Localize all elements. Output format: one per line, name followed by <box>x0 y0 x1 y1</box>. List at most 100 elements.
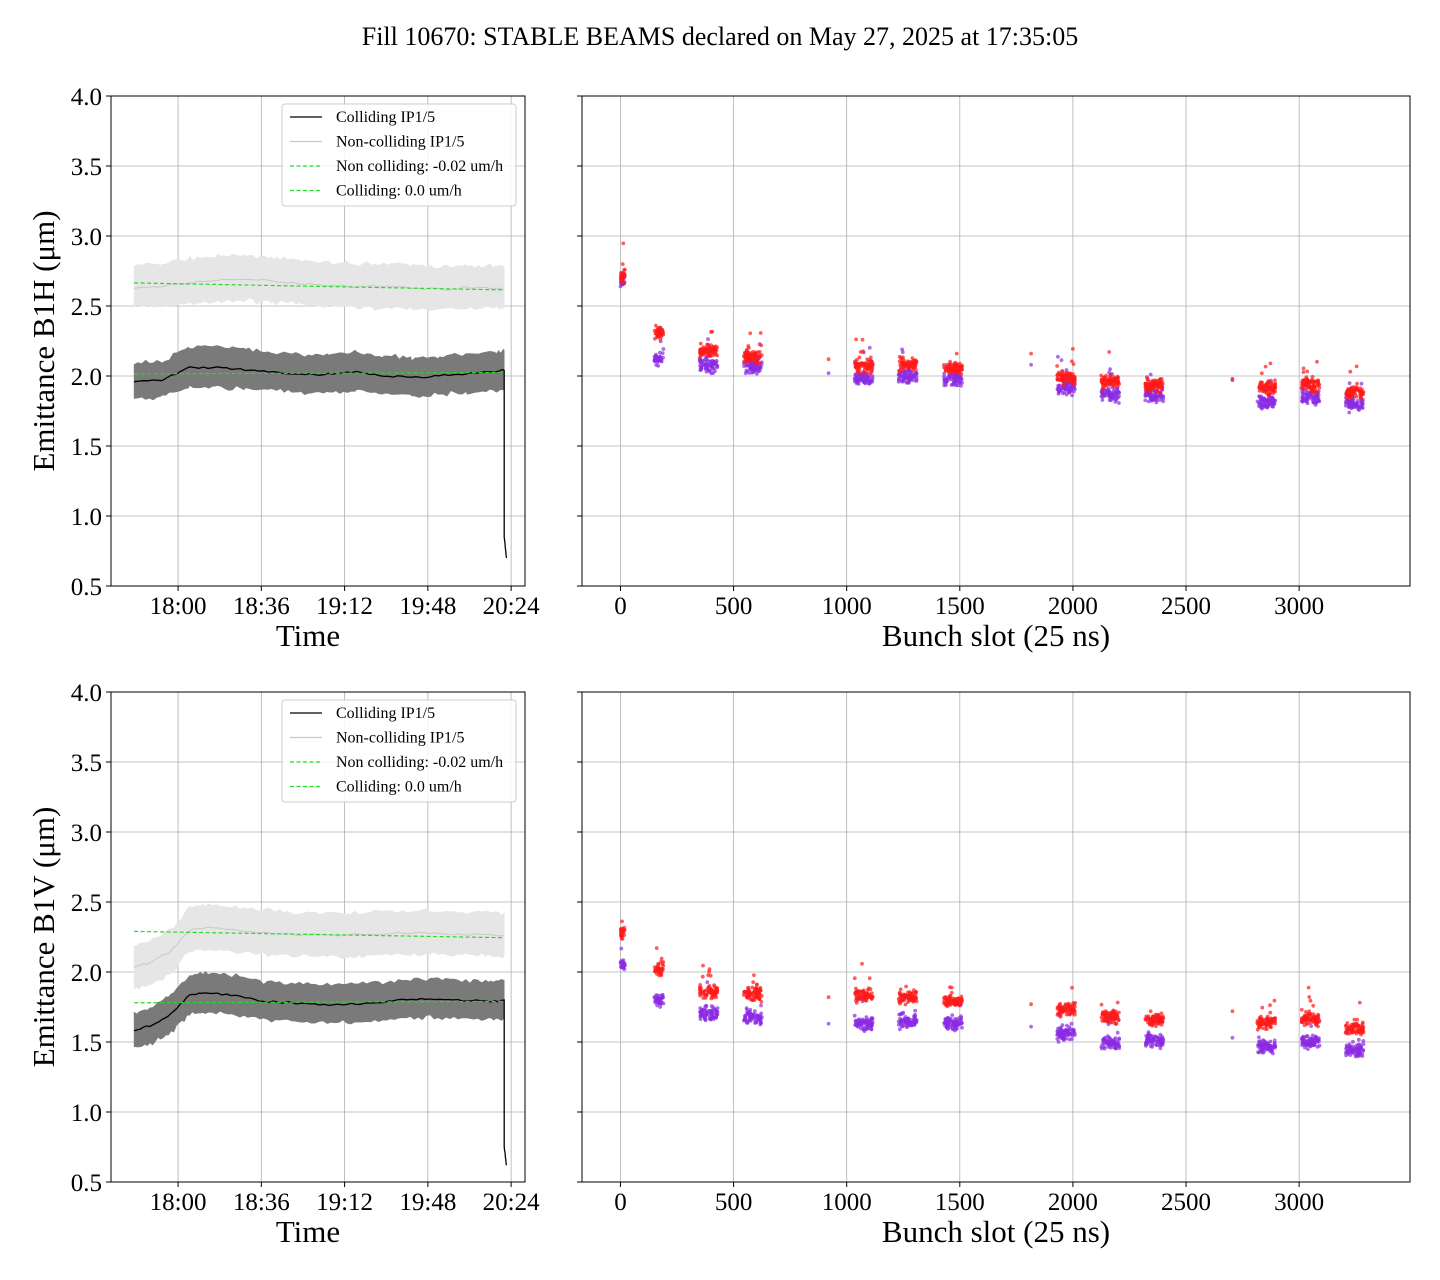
bunch-point-purple <box>1267 403 1272 407</box>
bunch-point-red <box>948 999 953 1004</box>
bunch-point-red <box>745 995 750 1000</box>
bunch-point-red <box>1308 998 1313 1003</box>
y-tick-label: 1.5 <box>71 1030 102 1057</box>
bunch-point-red <box>748 351 753 355</box>
bunch-point-red <box>1057 370 1061 375</box>
x-tick-label: 1000 <box>822 1189 872 1216</box>
bunch-point-red <box>870 360 875 364</box>
bunch-point-purple <box>705 980 710 985</box>
bunch-point-purple <box>1111 389 1116 394</box>
bunch-point-purple <box>1270 1048 1274 1053</box>
bunch-point-purple <box>654 354 658 359</box>
bunch-point-purple <box>1315 1045 1320 1049</box>
bunch-point-purple <box>870 374 875 378</box>
bunch-point-red <box>870 367 874 372</box>
bunch-point-red <box>654 323 658 328</box>
bunch-point-red <box>620 262 625 266</box>
bunch-point-purple <box>702 363 707 367</box>
x-tick-label: 2000 <box>1048 1189 1098 1216</box>
bunch-point-red <box>1269 380 1274 385</box>
bunch-point-purple <box>900 1021 905 1025</box>
bunch-point-purple <box>1055 1029 1060 1033</box>
bunch-point-purple <box>1105 388 1110 392</box>
bunch-point-purple <box>715 365 719 370</box>
bunch-point-purple <box>1304 1043 1309 1047</box>
bunch-point-red <box>1160 1014 1165 1019</box>
bunch-point-purple <box>1100 398 1105 402</box>
bunch-point-red <box>1059 378 1064 383</box>
bunch-point-red <box>1055 364 1059 368</box>
bunch-point-red <box>1060 369 1065 374</box>
bunch-point-purple <box>1144 1044 1148 1048</box>
x-tick-label: 500 <box>715 593 753 620</box>
bunch-point-red <box>1257 1025 1261 1030</box>
x-axis-label: Bunch slot (25 ns) <box>882 618 1110 653</box>
bunch-point-red <box>945 1004 950 1009</box>
bunch-point-red <box>865 371 869 376</box>
bunch-point-red <box>714 991 718 995</box>
bunch-point-red <box>1116 376 1121 380</box>
bunch-point-purple <box>655 1003 659 1008</box>
bunch-point-purple <box>1261 1038 1266 1042</box>
y-tick-label: 3.0 <box>71 224 102 251</box>
bunch-point-red <box>1312 380 1317 385</box>
bunch-point-purple <box>710 1014 715 1019</box>
bunch-point-red <box>619 933 624 938</box>
bunch-point-purple <box>1266 1047 1270 1052</box>
bunch-point-purple <box>1262 397 1267 401</box>
bunch-point-purple <box>853 372 858 377</box>
x-tick-label: 19:12 <box>316 1189 373 1216</box>
bunch-point-purple <box>1309 1036 1313 1041</box>
bunch-point-purple <box>861 374 866 379</box>
bunch-point-red <box>654 969 658 974</box>
bunch-point-red <box>948 994 953 998</box>
bunch-point-purple <box>913 374 917 379</box>
bunch-point-red <box>712 983 716 988</box>
bunch-point-purple <box>867 345 872 350</box>
bunch-point-red <box>746 344 751 348</box>
y-tick-label: 3.0 <box>71 820 102 847</box>
bunch-point-purple <box>1355 399 1360 403</box>
bunch-point-purple <box>706 368 711 372</box>
x-tick-label: 18:00 <box>150 1189 207 1216</box>
bunch-point-purple <box>901 377 906 381</box>
bunch-point-red <box>749 355 754 360</box>
bunch-point-purple <box>959 383 963 388</box>
bunch-point-purple <box>1154 395 1159 400</box>
bunch-point-purple <box>1061 391 1065 396</box>
y-tick-label: 3.5 <box>71 154 102 181</box>
bunch-point-purple <box>1117 401 1121 405</box>
bunch-point-purple <box>661 1001 666 1006</box>
bunch-point-red <box>621 931 626 935</box>
bunch-point-purple <box>1347 410 1352 415</box>
x-tick-label: 2000 <box>1048 593 1098 620</box>
bunch-point-red <box>704 992 708 997</box>
bunch-point-red <box>751 980 756 985</box>
bunch-point-purple <box>1312 397 1317 401</box>
bunch-point-red <box>954 351 959 356</box>
noncolliding-band <box>133 253 505 311</box>
bunch-point-red <box>1101 387 1105 392</box>
y-tick-label: 2.5 <box>71 890 102 917</box>
bunch-point-red <box>1310 389 1314 394</box>
bunch-point-red <box>1310 374 1315 379</box>
bunch-point-purple <box>908 375 913 380</box>
bunch-point-red <box>1355 1017 1360 1022</box>
bunch-point-purple <box>897 1027 902 1032</box>
bunch-point-purple <box>826 1021 831 1026</box>
y-tick-label: 1.5 <box>71 434 102 461</box>
bunch-point-red <box>1108 1017 1113 1021</box>
bunch-point-red <box>1151 382 1156 386</box>
bunch-point-purple <box>1100 391 1105 395</box>
colliding-line <box>134 366 508 559</box>
bunch-point-red <box>1264 1027 1269 1031</box>
bunch-point-purple <box>896 379 901 384</box>
bunch-point-red <box>1273 1016 1277 1021</box>
bunch-point-purple <box>1258 396 1263 401</box>
noncolliding-fit-line <box>134 282 505 291</box>
bunch-point-red <box>1072 382 1076 386</box>
bunch-point-red <box>1102 375 1107 380</box>
bunch-point-purple <box>1108 367 1112 372</box>
bunch-point-purple <box>1256 1050 1261 1054</box>
